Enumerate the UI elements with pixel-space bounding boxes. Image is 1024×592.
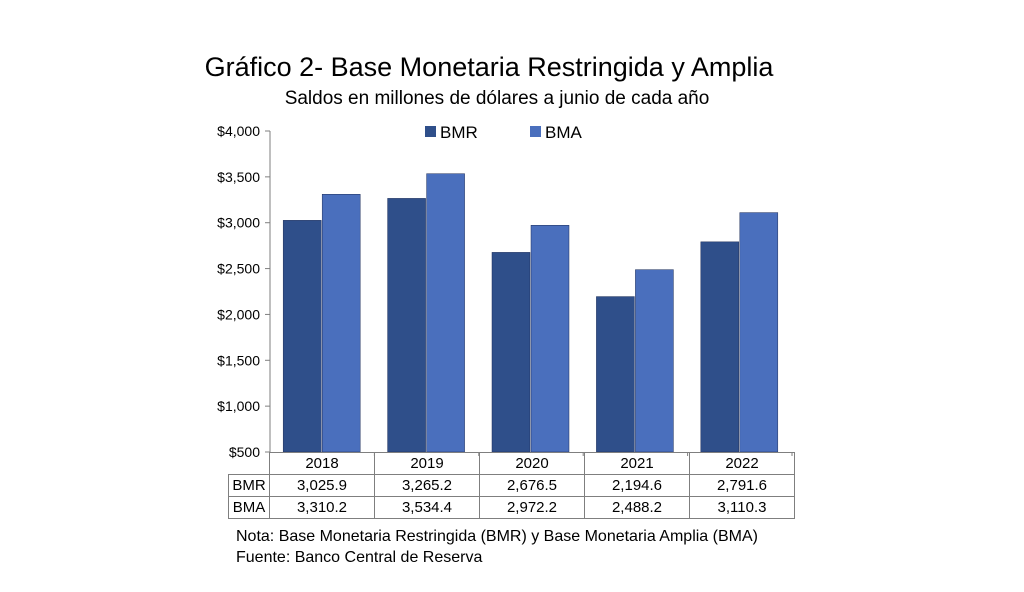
- bar-bmr-2019: [387, 198, 426, 453]
- data-label: 2,488.2: [584, 496, 690, 519]
- table-row-label: BMR: [228, 474, 270, 497]
- y-tick-label: $2,500: [217, 261, 260, 277]
- legend-swatch-bmr: [425, 126, 436, 137]
- bar-bma-2018: [321, 194, 361, 453]
- data-label: 2,972.2: [479, 496, 585, 519]
- y-tick-label: $3,500: [217, 169, 260, 185]
- y-tick-label: $1,000: [217, 398, 260, 414]
- table-row: BMR 3,025.9 3,265.2 2,676.5 2,194.6 2,791.6: [228, 474, 795, 497]
- chart-title: Gráfico 2- Base Monetaria Restringida y …: [204, 52, 774, 82]
- bar-bma-2022: [739, 212, 779, 453]
- data-label: 2,194.6: [584, 474, 690, 497]
- legend-label-bma: BMA: [545, 123, 583, 142]
- y-tick-label: $1,500: [217, 352, 260, 368]
- table-header-row: 2018 2019 2020 2021 2022: [228, 452, 795, 475]
- bar-bmr-2020: [491, 252, 531, 453]
- x-tick-label: 2019: [374, 452, 480, 475]
- data-label: 3,534.4: [374, 496, 480, 519]
- bar-bma-2021: [635, 269, 674, 453]
- x-tick-label: 2020: [479, 452, 585, 475]
- x-tick-label: 2018: [269, 452, 375, 475]
- data-label: 2,676.5: [479, 474, 585, 497]
- x-tick-label: 2022: [689, 452, 795, 475]
- data-label: 3,310.2: [269, 496, 375, 519]
- chart-note: Nota: Base Monetaria Restringida (BMR) y…: [236, 528, 758, 545]
- bar-bmr-2022: [700, 241, 740, 453]
- data-label: 3,265.2: [374, 474, 480, 497]
- chart-subtitle: Saldos en millones de dólares a junio de…: [284, 88, 710, 109]
- y-tick-label: $4,000: [217, 123, 260, 139]
- data-label: 2,791.6: [689, 474, 795, 497]
- y-tick-label: $3,000: [217, 215, 260, 231]
- bar-bmr-2018: [282, 220, 322, 453]
- bar-bma-2020: [530, 225, 570, 453]
- data-table: 2018 2019 2020 2021 2022 BMR 3,025.9 3,265.2 2,6…: [228, 452, 795, 519]
- legend-swatch-bma: [530, 126, 541, 137]
- data-label: 3,025.9: [269, 474, 375, 497]
- bar-bmr-2021: [596, 296, 635, 453]
- legend-label-bmr: BMR: [440, 123, 478, 142]
- table-corner-cell: [228, 452, 270, 475]
- data-label: 3,110.3: [689, 496, 795, 519]
- table-row: BMA 3,310.2 3,534.4 2,972.2 2,488.2 3,110.3: [228, 496, 795, 519]
- y-tick-label: $2,000: [217, 306, 260, 322]
- chart-source: Fuente: Banco Central de Reserva: [236, 549, 483, 566]
- x-tick-label: 2021: [584, 452, 690, 475]
- table-row-label: BMA: [228, 496, 270, 519]
- bar-bma-2019: [426, 173, 465, 453]
